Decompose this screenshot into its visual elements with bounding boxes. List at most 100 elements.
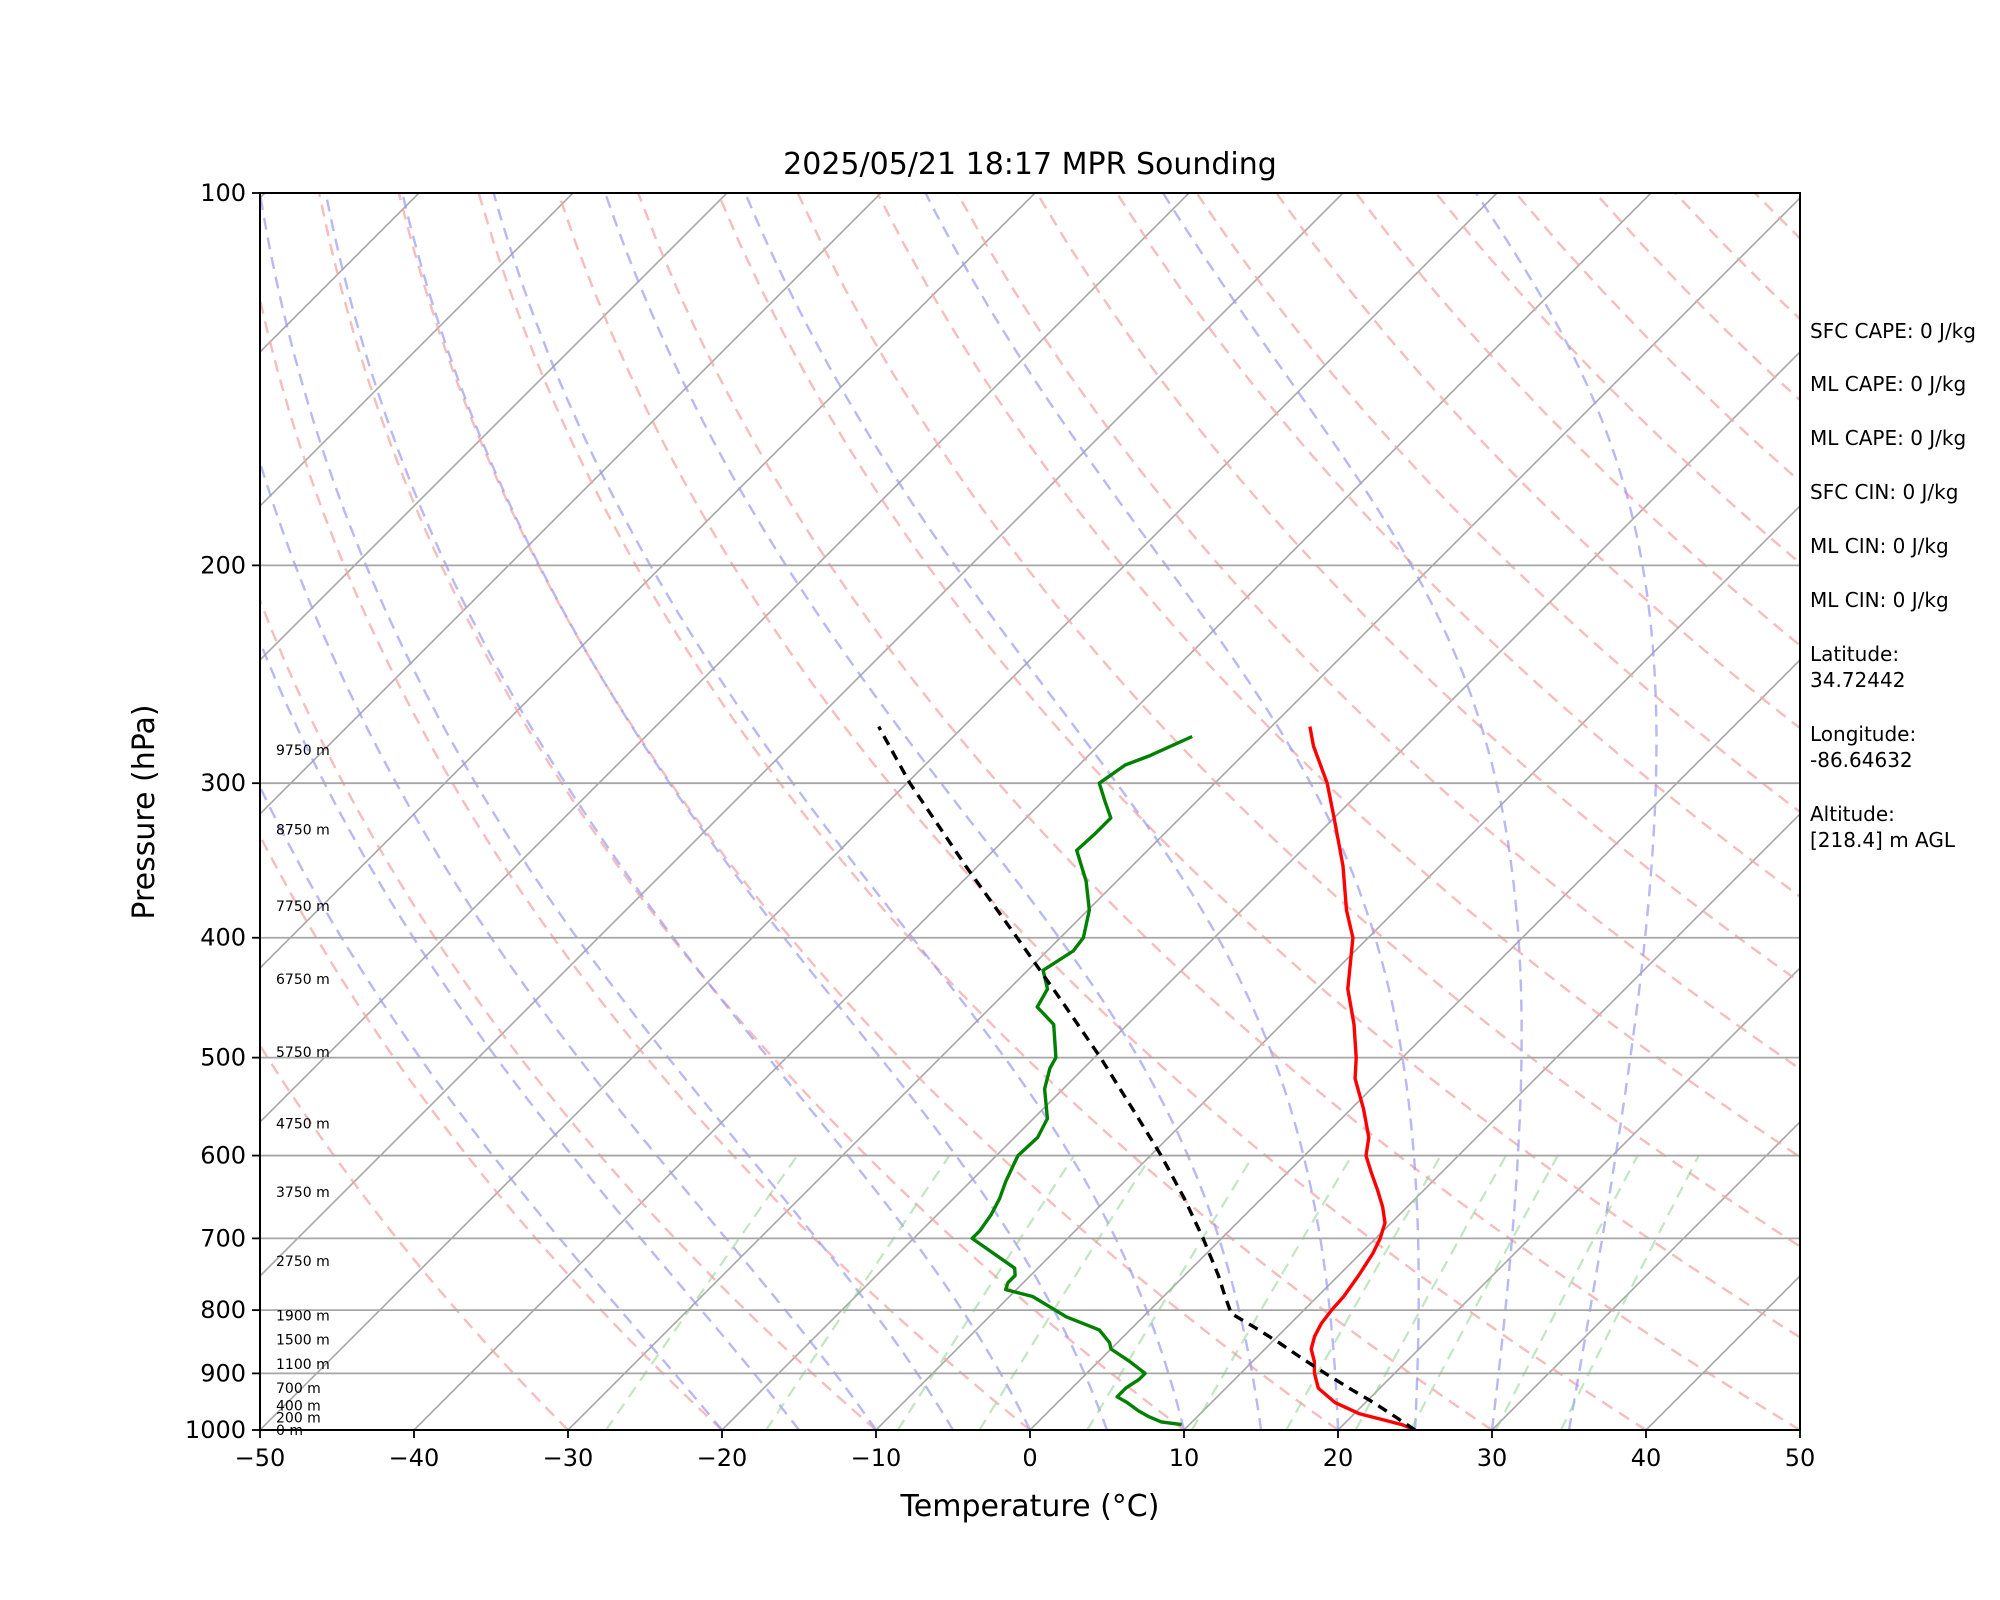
info-ml-cin-2: ML CIN: 0 J/kg (1810, 588, 1949, 612)
x-tick-label: −20 (697, 1444, 748, 1472)
moist-adiabat-line (324, 193, 1032, 1430)
moist-adiabat-line (1161, 193, 1523, 1430)
height-label: 400 m (276, 1398, 321, 1414)
isotherm-line (1490, 1120, 1800, 1430)
mixing-ratio-line (1086, 1155, 1255, 1430)
isotherm-line (260, 193, 575, 508)
height-label: 1100 m (276, 1357, 330, 1373)
axis-ticks: −50 −40 −30 −20 −10 0 10 20 30 40 50 100 200 300 400 50… (185, 179, 1815, 1472)
plot-background (260, 193, 1800, 1430)
y-tick-label: 700 (200, 1224, 246, 1252)
x-tick-label: 30 (1477, 1444, 1508, 1472)
dry-adiabat-line (1275, 193, 1800, 730)
x-tick-label: −30 (543, 1444, 594, 1472)
height-label: 3750 m (276, 1185, 330, 1201)
dry-adiabat-line (1195, 193, 1800, 814)
mixing-ratio-line (1560, 1155, 1700, 1430)
info-latitude: Latitude: 34.72442 (1810, 642, 1906, 692)
isotherm-line (1182, 812, 1800, 1430)
height-label: 200 m (276, 1410, 321, 1426)
moist-adiabat-line (604, 193, 1263, 1430)
isotherm-line (260, 193, 883, 816)
dewpoint-profile-line (970, 734, 1193, 1427)
dry-adiabat-line (636, 193, 1800, 1430)
isotherm-line (1028, 658, 1800, 1430)
dry-adiabat-line (796, 193, 1800, 1248)
info-sfc-cape: SFC CAPE: 0 J/kg (1810, 319, 1976, 343)
height-label: 8750 m (276, 822, 330, 838)
x-tick-label: 40 (1631, 1444, 1662, 1472)
reference-lines (0, 165, 1800, 1456)
isotherm-line (260, 193, 1345, 1278)
y-axis-label: Pressure (hPa) (127, 704, 162, 919)
moist-adiabat-line (401, 193, 1109, 1430)
info-altitude: Altitude: [218.4] m AGL (1810, 802, 1956, 852)
y-tick-label: 900 (200, 1359, 246, 1387)
x-tick-label: −50 (235, 1444, 286, 1472)
y-tick-label: 100 (200, 179, 246, 207)
chart-title: 2025/05/21 18:17 MPR Sounding (783, 147, 1277, 182)
dry-adiabat-line (260, 833, 723, 1430)
height-label: 9750 m (276, 743, 330, 759)
dry-adiabat-line (260, 1043, 569, 1430)
y-tick-label: 400 (200, 924, 246, 952)
dry-adiabat-line (557, 193, 1647, 1430)
height-label: 2750 m (276, 1254, 330, 1270)
height-label: 1500 m (276, 1333, 330, 1349)
x-tick-label: 0 (1022, 1444, 1037, 1472)
isotherm-line (260, 193, 1037, 970)
y-tick-label: 600 (200, 1142, 246, 1170)
mixing-ratio-line (1190, 1155, 1353, 1430)
height-label: 6750 m (276, 972, 330, 988)
mixing-ratio-line (1409, 1155, 1559, 1430)
height-label: 5750 m (276, 1045, 330, 1061)
height-label: 4750 m (276, 1116, 330, 1132)
moist-adiabat-line (260, 193, 955, 1430)
isotherm-line (260, 193, 1191, 1124)
height-label: 1900 m (276, 1308, 330, 1324)
isotherm-line (720, 350, 1800, 1430)
dry-adiabat-line (317, 193, 1185, 1430)
moist-adiabat-line (260, 458, 878, 1430)
moist-adiabat-line (492, 193, 1186, 1430)
mixing-ratio-line (1494, 1155, 1639, 1430)
info-longitude: Longitude: -86.64632 (1810, 722, 1917, 772)
isotherm-line (260, 193, 729, 662)
info-ml-cape: ML CAPE: 0 J/kg (1810, 372, 1967, 396)
isotherm-line (412, 193, 1653, 1430)
y-tick-label: 800 (200, 1296, 246, 1324)
moist-adiabat-line (1474, 193, 1658, 1430)
dry-adiabat-line (716, 193, 1800, 1339)
dry-adiabat-line (956, 193, 1800, 1071)
y-tick-label: 200 (200, 551, 246, 579)
x-tick-label: −40 (389, 1444, 440, 1472)
x-tick-label: 20 (1323, 1444, 1354, 1472)
info-sfc-cin: SFC CIN: 0 J/kg (1810, 480, 1959, 504)
x-axis-label: Temperature (°C) (900, 1489, 1160, 1524)
y-tick-label: 300 (200, 769, 246, 797)
dry-adiabat-line (1035, 193, 1800, 984)
height-label: 0 m (276, 1423, 303, 1439)
isotherm-line (874, 504, 1800, 1430)
dry-adiabat-line (260, 597, 877, 1430)
isotherm-line (1336, 966, 1800, 1430)
height-label: 700 m (276, 1381, 321, 1397)
info-ml-cape-2: ML CAPE: 0 J/kg (1810, 426, 1967, 450)
x-tick-label: 50 (1785, 1444, 1816, 1472)
sounding-profiles (877, 725, 1416, 1430)
moist-adiabat-line (924, 193, 1420, 1430)
mixing-ratio-line (1354, 1155, 1507, 1430)
plot-area (260, 193, 1800, 1430)
isotherm-line (0, 165, 139, 1456)
isotherm-line (260, 193, 1499, 1430)
height-label: 7750 m (276, 899, 330, 915)
parcel-profile-line (877, 725, 1416, 1430)
dry-adiabat-line (876, 193, 1800, 1159)
x-tick-label: −10 (851, 1444, 902, 1472)
y-tick-label: 1000 (185, 1416, 246, 1444)
info-ml-cin: ML CIN: 0 J/kg (1810, 534, 1949, 558)
dry-adiabat-line (260, 294, 1031, 1430)
isobar-gridlines (260, 564, 1800, 1375)
x-tick-label: 10 (1169, 1444, 1200, 1472)
